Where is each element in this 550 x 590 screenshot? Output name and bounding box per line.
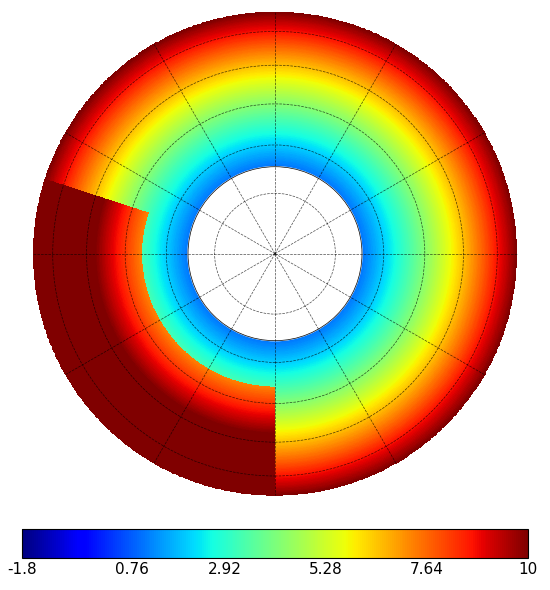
Circle shape <box>188 167 362 340</box>
